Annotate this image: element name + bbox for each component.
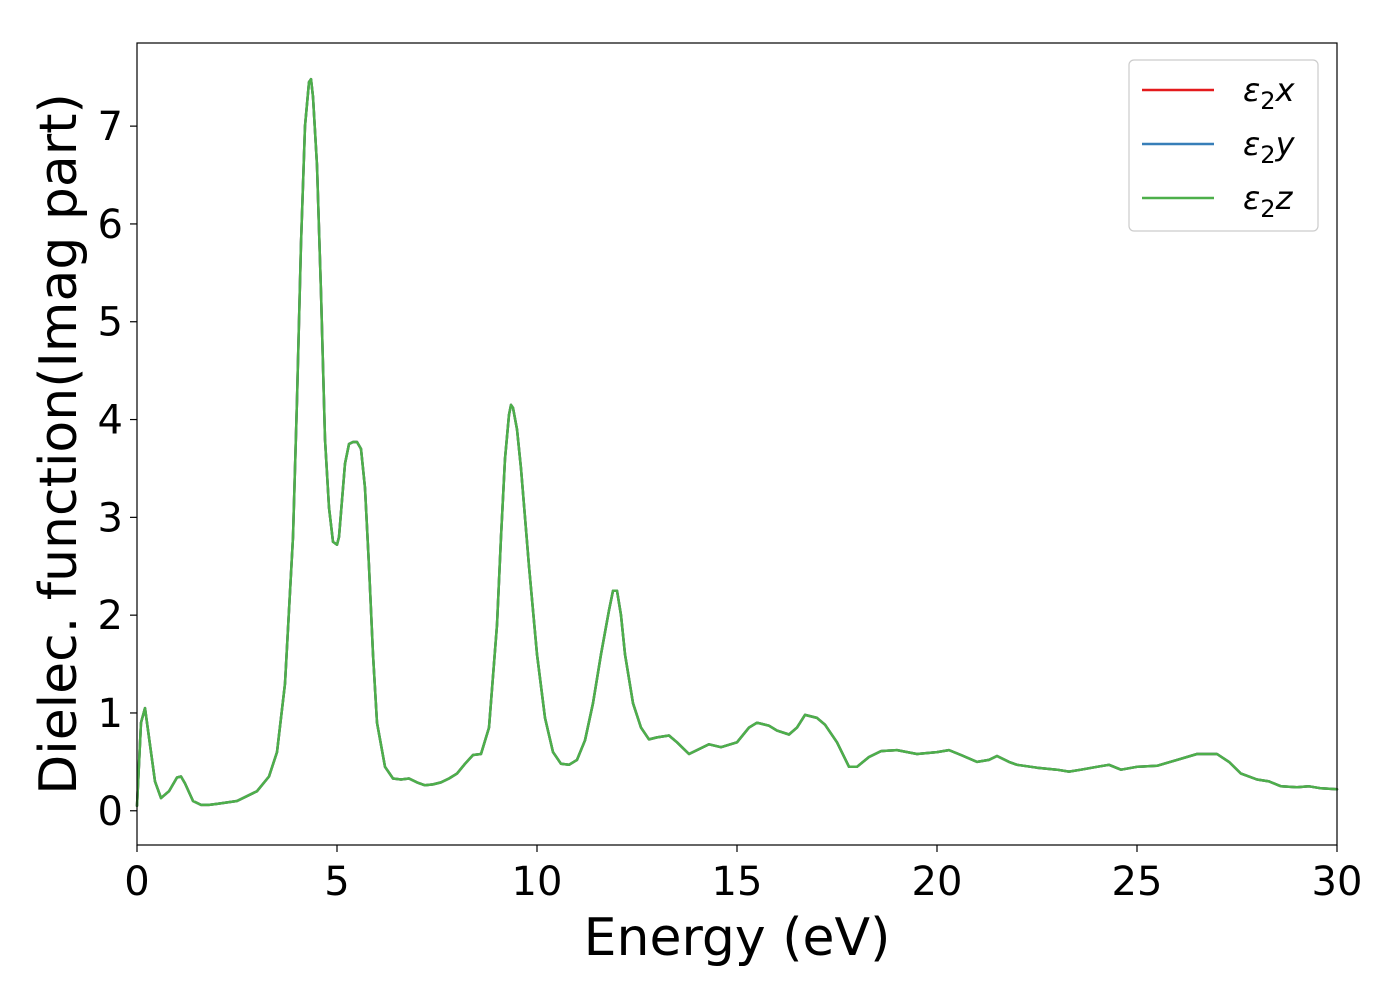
x-axis-title: Energy (eV) — [584, 908, 891, 968]
legend: ε2x ε2y ε2z — [1128, 59, 1319, 232]
y-axis-title: Dielec. function(Imag part) — [29, 93, 89, 795]
legend-box — [1128, 59, 1319, 232]
legend-label: ε2y — [1243, 125, 1296, 169]
y-tick-label: 5 — [98, 300, 123, 346]
y-tick-label: 6 — [98, 202, 123, 248]
x-tick-label: 5 — [324, 859, 349, 905]
y-tick-label: 3 — [98, 495, 123, 541]
series-line-2 — [135, 77, 1339, 808]
legend-label: ε2x — [1243, 71, 1296, 115]
series-layer — [135, 77, 1339, 808]
y-tick-label: 4 — [98, 398, 123, 444]
x-tick-label: 25 — [1112, 859, 1163, 905]
x-tick-label: 15 — [712, 859, 763, 905]
y-axis: 0 1 2 3 4 5 6 7 — [98, 104, 137, 835]
y-tick-label: 1 — [98, 691, 123, 737]
y-tick-label: 2 — [98, 593, 123, 639]
y-tick-label: 7 — [98, 104, 123, 150]
y-tick-label: 0 — [98, 789, 123, 835]
x-axis: 0 5 10 15 20 25 30 — [124, 845, 1362, 905]
x-tick-label: 20 — [912, 859, 963, 905]
x-tick-label: 10 — [512, 859, 563, 905]
legend-label: ε2z — [1243, 179, 1294, 223]
x-tick-label: 0 — [124, 859, 149, 905]
x-tick-label: 30 — [1312, 859, 1363, 905]
